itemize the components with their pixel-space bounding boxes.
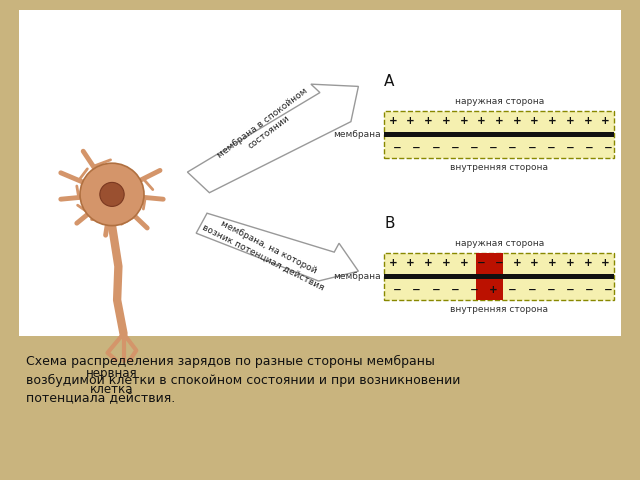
Text: −: −: [489, 143, 498, 153]
Text: −: −: [566, 143, 575, 153]
Text: −: −: [451, 143, 460, 153]
Text: +: +: [406, 258, 415, 268]
Bar: [384, 252, 614, 300]
Text: −: −: [547, 143, 556, 153]
Ellipse shape: [80, 163, 144, 226]
Text: +: +: [424, 117, 433, 126]
Text: −: −: [495, 258, 504, 268]
Text: −: −: [470, 143, 479, 153]
Text: мембрана, на которой
возник потенциал действия: мембрана, на которой возник потенциал де…: [201, 212, 330, 292]
Text: −: −: [470, 285, 479, 295]
Text: +: +: [442, 258, 451, 268]
Text: +: +: [531, 258, 539, 268]
Bar: [384, 132, 614, 137]
Text: +: +: [388, 258, 397, 268]
Text: −: −: [527, 143, 536, 153]
Text: +: +: [495, 117, 504, 126]
Text: +: +: [442, 117, 451, 126]
Text: −: −: [412, 143, 421, 153]
Text: наружная сторона: наружная сторона: [454, 97, 544, 106]
Text: +: +: [406, 117, 415, 126]
Text: +: +: [477, 117, 486, 126]
Text: −: −: [393, 285, 402, 295]
Text: +: +: [388, 117, 397, 126]
Text: +: +: [460, 117, 468, 126]
Text: −: −: [585, 285, 594, 295]
Text: внутренняя сторона: внутренняя сторона: [450, 163, 548, 172]
Text: −: −: [431, 285, 440, 295]
Text: +: +: [531, 117, 539, 126]
Text: +: +: [460, 258, 468, 268]
Text: −: −: [527, 285, 536, 295]
Text: −: −: [451, 285, 460, 295]
Bar: [384, 111, 614, 158]
Text: А: А: [384, 74, 394, 89]
Text: +: +: [601, 258, 610, 268]
Text: −: −: [508, 285, 517, 295]
Text: +: +: [548, 258, 557, 268]
Text: −: −: [412, 285, 421, 295]
Bar: [476, 279, 502, 300]
Text: мембрана в спокойном
состоянии: мембрана в спокойном состоянии: [216, 86, 316, 168]
Text: −: −: [431, 143, 440, 153]
Bar: [19, 10, 621, 336]
Text: −: −: [585, 143, 594, 153]
Text: +: +: [584, 258, 592, 268]
Polygon shape: [188, 84, 358, 192]
Bar: [476, 252, 502, 274]
Text: +: +: [424, 258, 433, 268]
Text: +: +: [513, 117, 522, 126]
Text: −: −: [547, 285, 556, 295]
Bar: [384, 274, 614, 279]
Text: мембрана: мембрана: [333, 130, 381, 139]
Text: мембрана: мембрана: [333, 272, 381, 281]
Text: −: −: [566, 285, 575, 295]
Text: нервная
клетка: нервная клетка: [86, 367, 138, 396]
Ellipse shape: [100, 182, 124, 206]
Text: +: +: [548, 117, 557, 126]
Text: −: −: [393, 143, 402, 153]
Text: Схема распределения зарядов по разные стороны мембраны
возбудимой клетки в споко: Схема распределения зарядов по разные ст…: [26, 355, 460, 406]
Text: −: −: [604, 285, 613, 295]
Text: +: +: [513, 258, 522, 268]
Text: −: −: [604, 143, 613, 153]
Text: +: +: [566, 258, 575, 268]
Text: +: +: [566, 117, 575, 126]
Polygon shape: [196, 213, 358, 281]
Text: наружная сторона: наружная сторона: [454, 239, 544, 248]
Text: В: В: [384, 216, 394, 231]
Text: внутренняя сторона: внутренняя сторона: [450, 305, 548, 314]
Text: −: −: [508, 143, 517, 153]
Text: +: +: [584, 117, 592, 126]
Text: +: +: [489, 285, 498, 295]
Text: −: −: [477, 258, 486, 268]
Text: +: +: [601, 117, 610, 126]
